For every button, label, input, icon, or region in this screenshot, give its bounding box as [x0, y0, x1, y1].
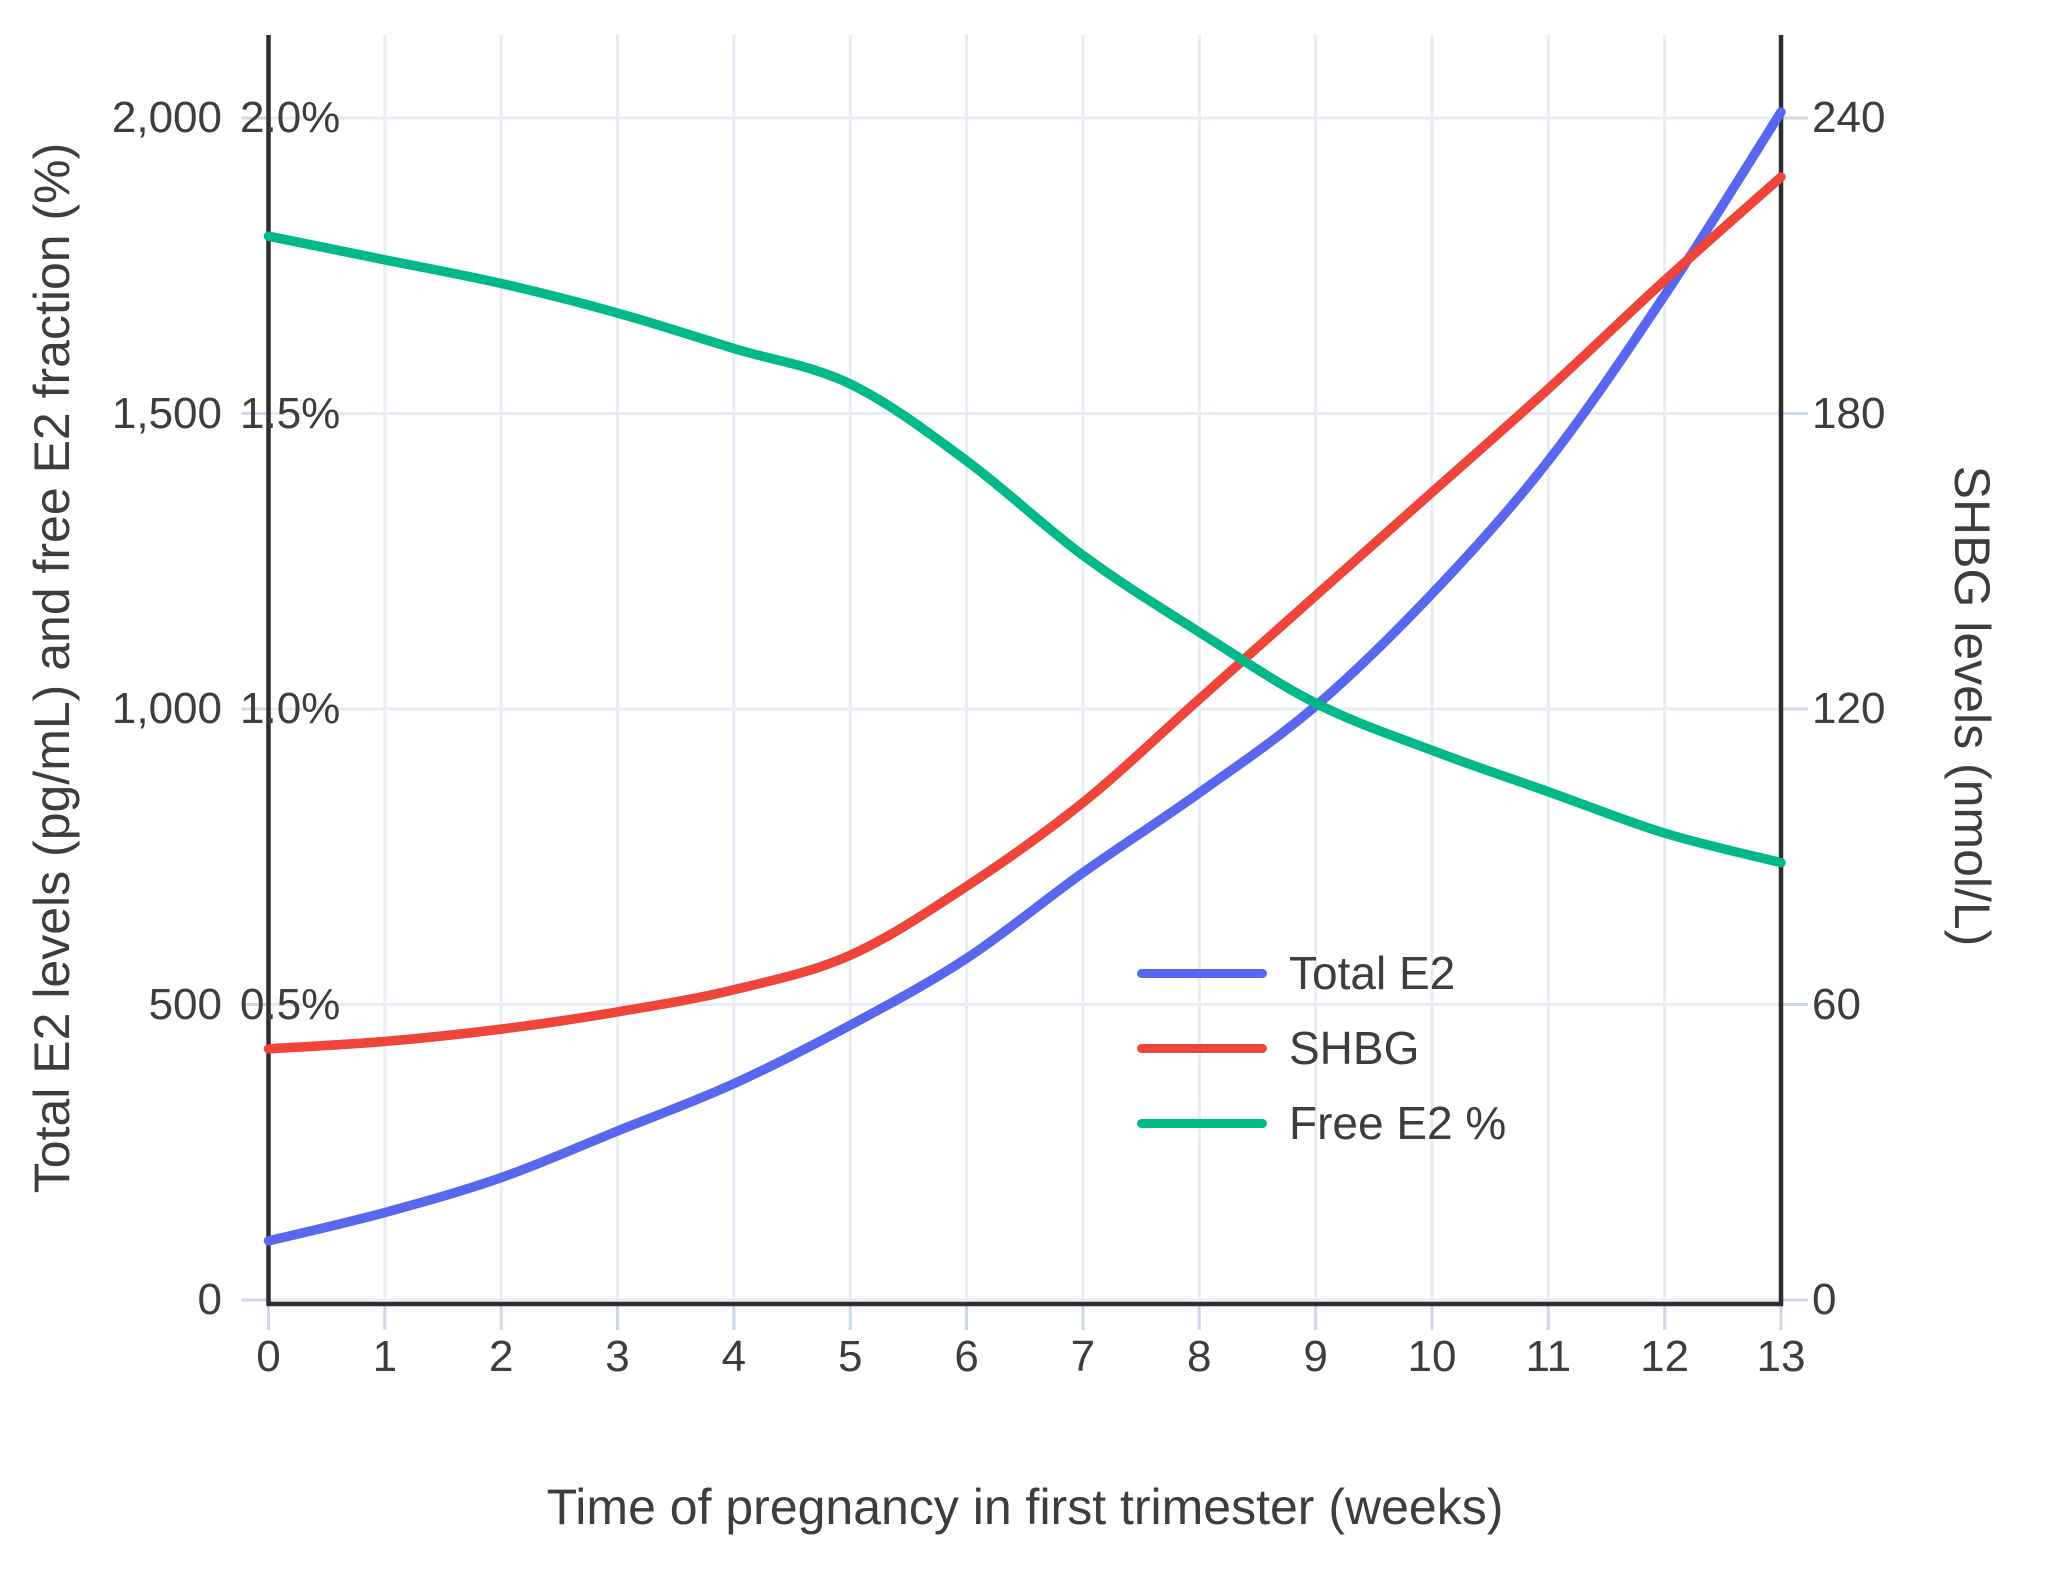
right-tick-label: 180: [1812, 388, 1886, 438]
x-tick-label: 3: [605, 1332, 630, 1381]
shbg-line-swatch: [1137, 1043, 1267, 1053]
left-axis-title: Total E2 levels (pg/mL) and free E2 frac…: [24, 142, 80, 1194]
x-tick-label: 5: [837, 1332, 863, 1381]
total-e2-line-swatch: [1137, 968, 1267, 978]
x-tick-label: 6: [954, 1332, 979, 1381]
right-tick-label: 240: [1812, 93, 1886, 142]
right-tick-label: 0: [1812, 1275, 1837, 1324]
x-tick-label: 11: [1525, 1332, 1572, 1381]
percent-tick-label: 1.0%: [240, 684, 341, 733]
x-tick-label: 1: [372, 1332, 398, 1381]
legend-label: Free E2 %: [1289, 1097, 1507, 1149]
x-tick-label: 10: [1407, 1332, 1457, 1381]
left-tick-label: 0: [197, 1275, 222, 1324]
legend-item-total-e2: Total E2: [1137, 950, 1455, 996]
legend-label: Total E2: [1289, 947, 1456, 999]
percent-tick-label: 1.5%: [240, 388, 341, 438]
x-tick-label: 4: [721, 1332, 747, 1381]
x-axis-title: Time of pregnancy in first trimester (we…: [546, 1479, 1504, 1535]
left-tick-label: 1,000: [111, 684, 222, 733]
free-e2-line-swatch: [1137, 1118, 1267, 1128]
total-e2-curve: [263, 107, 1786, 1246]
left-tick-label: 2,000: [111, 93, 222, 142]
x-tick-label: 9: [1303, 1332, 1328, 1381]
left-tick-label: 500: [148, 979, 222, 1029]
right-tick-label: 120: [1812, 684, 1886, 733]
free-e2--curve: [263, 231, 1786, 868]
legend-item-free-e2: Free E2 %: [1137, 1100, 1506, 1146]
percent-tick-label: 2.0%: [240, 93, 341, 142]
legend-item-shbg: SHBG: [1137, 1025, 1419, 1071]
right-axis-title: SHBG levels (nmol/L): [1944, 465, 2000, 947]
x-tick-label: 13: [1756, 1332, 1806, 1381]
x-tick-label: 12: [1640, 1332, 1690, 1381]
x-tick-label: 2: [488, 1332, 514, 1381]
legend-label: SHBG: [1289, 1022, 1420, 1074]
right-tick-label: 60: [1812, 979, 1861, 1029]
x-tick-label: 0: [256, 1332, 281, 1381]
shbg-curve: [263, 172, 1786, 1054]
left-tick-label: 1,500: [111, 388, 222, 438]
percent-tick-label: 0.5%: [240, 979, 341, 1029]
x-tick-label: 8: [1187, 1332, 1212, 1381]
x-tick-label: 7: [1070, 1332, 1096, 1381]
